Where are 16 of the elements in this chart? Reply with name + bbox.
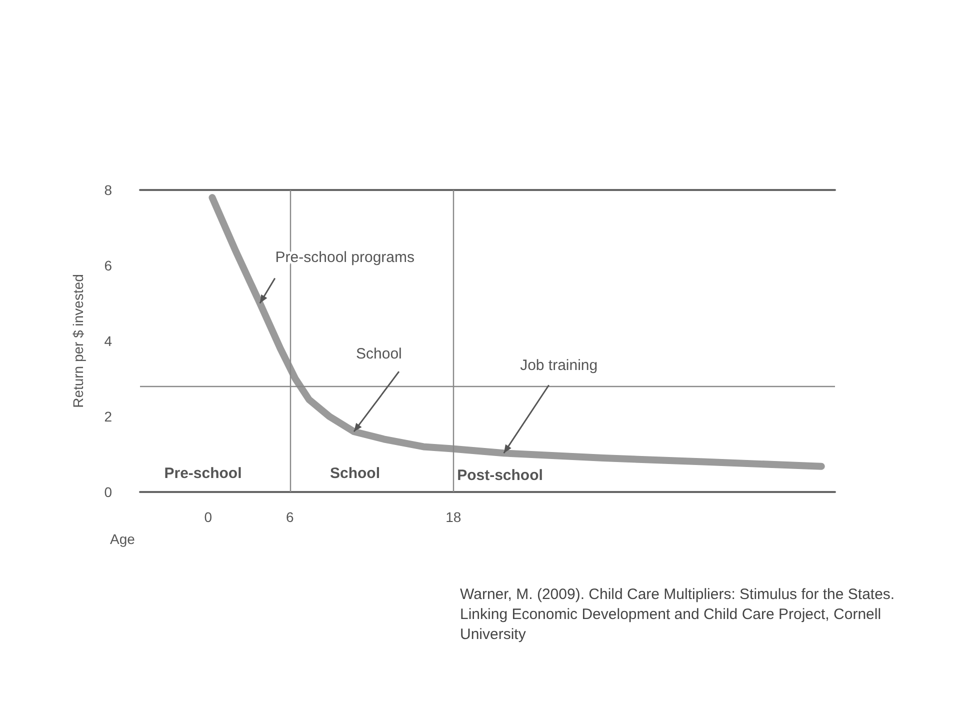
x-tick-label: 0	[204, 509, 212, 525]
annotation: Job training	[520, 357, 598, 374]
y-axis-title: Return per $ invested	[70, 274, 86, 408]
x-tick-label: 18	[446, 509, 462, 525]
text: Warner, M. (2009). Child Care Multipliers: Stimulus for the States. Linking Economic Development and Child Care Project, Cornell University	[460, 585, 896, 645]
y-tick-label: 2	[104, 408, 112, 424]
x-axis-title: Age	[110, 531, 136, 547]
annotation: School	[330, 465, 380, 482]
y-tick-label: 0	[104, 484, 112, 500]
annotation: Post-school	[457, 467, 543, 484]
x-tick-label: 6	[286, 509, 294, 525]
annotation: Pre-school	[164, 465, 242, 482]
y-tick-label: 8	[104, 182, 112, 198]
y-tick-label: 6	[104, 258, 112, 274]
annotation: School	[356, 346, 402, 363]
y-tick-label: 4	[104, 333, 112, 349]
